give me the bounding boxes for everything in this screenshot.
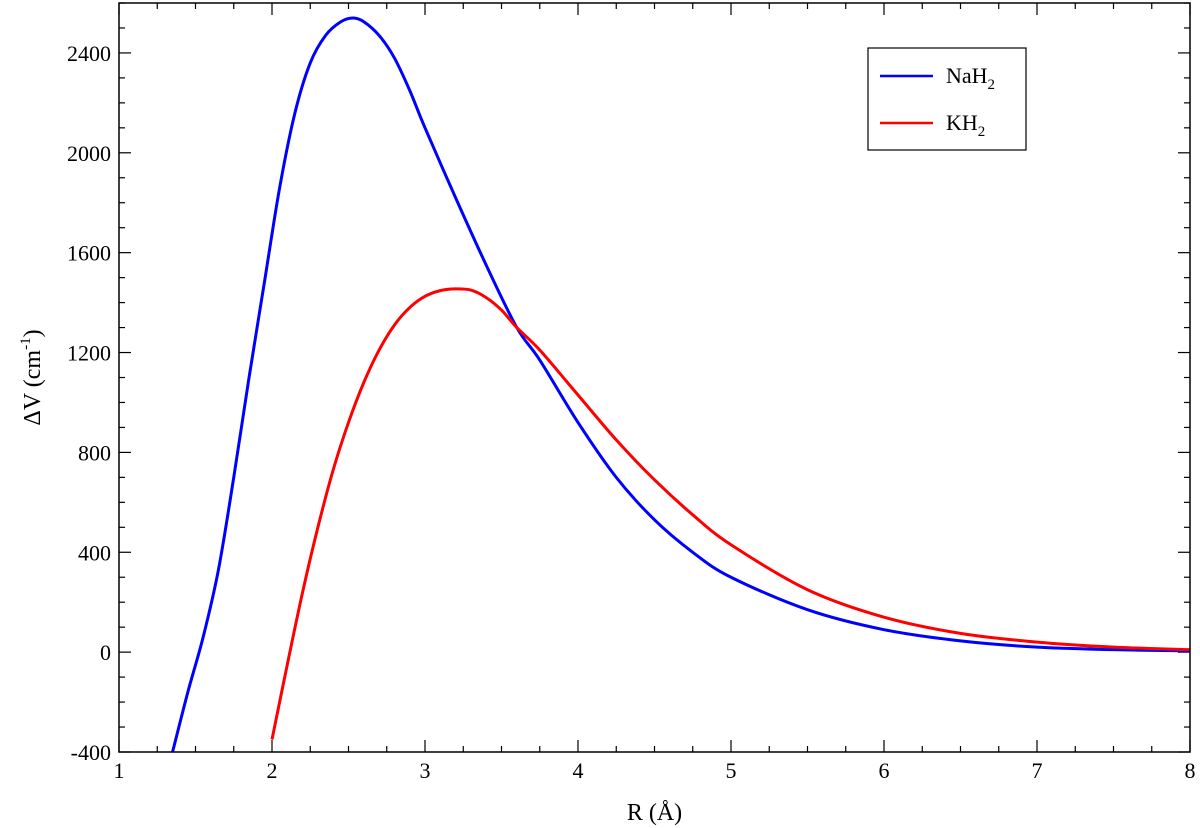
legend-label-nah2: NaH2 [946, 63, 995, 93]
y-tick-label: 0 [100, 640, 111, 665]
y-axis-title: ΔV (cm-1) [18, 329, 46, 425]
tick-label-layer: 1 2 3 4 5 6 7 8 -400 0 400 800 1200 1600 2000 2400 [67, 41, 1196, 783]
y-axis-title-main: ΔV (cm [20, 350, 46, 426]
y-tick-label: 2000 [67, 141, 111, 166]
legend-label-kh2-sub: 2 [978, 124, 986, 140]
x-tick-label: 7 [1032, 758, 1043, 783]
x-tick-label: 8 [1185, 758, 1196, 783]
y-tick-label: 1200 [67, 341, 111, 366]
x-tick-label: 3 [420, 758, 431, 783]
series-line-kh2 [270, 287, 1190, 740]
x-tick-label: 5 [726, 758, 737, 783]
plot-frame [118, 2, 1191, 753]
x-tick-label: 4 [573, 758, 584, 783]
series-layer [171, 16, 1190, 752]
x-tick-label: 2 [267, 758, 278, 783]
legend-label-kh2: KH2 [946, 110, 985, 140]
y-tick-label: 400 [78, 540, 111, 565]
series-line-nah2 [171, 16, 1190, 752]
y-tick-label: -400 [71, 740, 111, 765]
legend-label-kh2-base: KH [946, 110, 978, 135]
legend: NaH2 KH2 [867, 47, 1027, 151]
y-tick-label: 1600 [67, 241, 111, 266]
y-axis-title-superscript: -1 [18, 337, 34, 350]
y-tick-label: 2400 [67, 41, 111, 66]
legend-label-nah2-base: NaH [946, 63, 988, 88]
y-tick-label: 800 [78, 440, 111, 465]
x-tick-label: 1 [114, 758, 125, 783]
x-tick-label: 6 [879, 758, 890, 783]
y-axis-title-end: ) [20, 329, 46, 337]
ticks-layer [118, 2, 1191, 753]
legend-label-nah2-sub: 2 [988, 77, 996, 93]
x-axis-title: R (Å) [627, 800, 682, 826]
legend-box [867, 47, 1027, 151]
